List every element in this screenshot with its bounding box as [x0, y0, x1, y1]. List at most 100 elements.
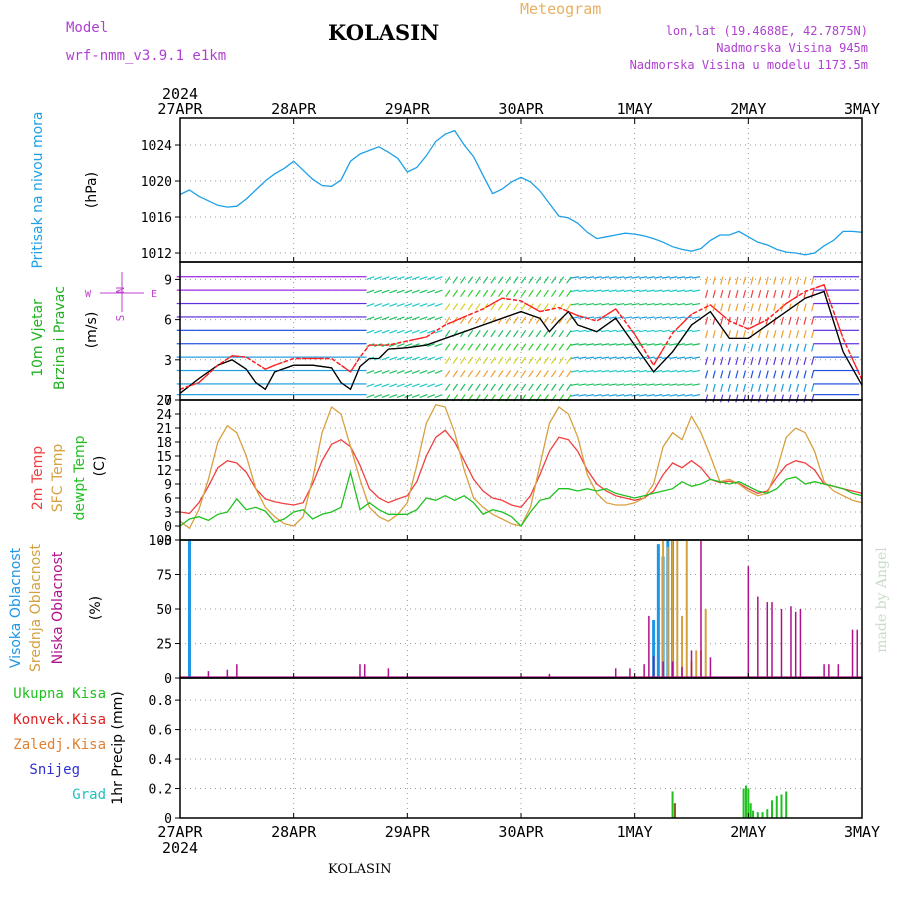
wind-barb [757, 316, 762, 325]
wind-barb [638, 316, 648, 319]
wind-barb [497, 289, 504, 298]
wind-barb [803, 383, 807, 392]
wind-barb [795, 394, 800, 403]
wind-barb [646, 356, 655, 360]
wind-barb [720, 356, 724, 366]
y-tick-label: 24 [156, 408, 172, 423]
wind-barb [788, 343, 792, 352]
wind-barb [788, 383, 792, 392]
wind-barb [566, 370, 572, 378]
wind-barb [593, 356, 602, 360]
wind-barb [765, 289, 769, 299]
bar-niska-oblacnost [236, 664, 238, 678]
wind-barb [757, 383, 762, 392]
wind-barb [676, 289, 685, 293]
wind-barb [404, 316, 413, 321]
wind-barb [712, 276, 716, 285]
wind-barb [601, 394, 610, 397]
wind-barb [676, 394, 685, 397]
wind-barb [638, 276, 648, 279]
y-tick-label: 0 [164, 672, 172, 687]
wind-barb [669, 356, 678, 360]
wind-barb [676, 383, 685, 386]
wind-barb [803, 330, 807, 339]
temp-unit: (C) [92, 456, 108, 477]
wind-barb [720, 289, 724, 299]
bar-ukupna-kisa [752, 810, 755, 818]
bar-niska-oblacnost [837, 664, 840, 678]
wind-barb [520, 356, 527, 365]
wind-barb [490, 303, 496, 311]
wind-barb [788, 276, 792, 285]
wind-barb [585, 343, 595, 346]
wind-barb [704, 370, 709, 379]
bar-niska-oblacnost [671, 661, 674, 678]
wind-barb [558, 289, 565, 298]
y-tick-label: 3 [164, 354, 172, 369]
wind-barb [593, 289, 602, 293]
y-tick-label: 0 [164, 812, 172, 827]
wind-barb [475, 316, 481, 324]
wind-barb [795, 370, 800, 379]
wind-barb [427, 356, 436, 361]
wind-barb [550, 343, 557, 351]
wind-barb [727, 343, 731, 352]
bar-ukupna-kisa [761, 812, 764, 818]
wind-barb [795, 303, 800, 312]
y-tick-label: 3 [164, 506, 172, 521]
watermark: made by Angel [874, 547, 890, 653]
series-line-gust [179, 283, 863, 390]
wind-barb [482, 289, 489, 298]
wind-barb [661, 383, 670, 386]
cloud-mid-ylabel: Srednja Oblacnost [28, 544, 44, 672]
wind-barb [396, 356, 405, 361]
wind-barb [720, 383, 724, 392]
dewpt-ylabel: dewpt Temp [72, 435, 88, 520]
wind-barb [550, 316, 557, 324]
wind-barb [727, 370, 731, 379]
wind-barb [444, 329, 451, 338]
wind-barb [811, 394, 815, 403]
wind-barb [578, 289, 587, 293]
wind-barb [467, 303, 474, 311]
wind-barb [467, 316, 474, 324]
wind-barb [578, 343, 587, 346]
wind-barb [788, 370, 792, 379]
wind-barb [460, 276, 466, 284]
precip-legend-item: Zaledj.Kisa [13, 737, 106, 753]
bar-niska-oblacnost [226, 669, 229, 678]
wind-barb [444, 316, 451, 324]
wind-barb [684, 302, 693, 306]
bar-ukupna-kisa [771, 800, 774, 818]
wind-barb [735, 370, 739, 379]
bar-ukupna-kisa [785, 791, 788, 818]
wind-barb [535, 289, 542, 298]
wind-barb [389, 356, 398, 361]
wind-barb [389, 394, 398, 398]
wind-barb [654, 316, 663, 319]
wind-barb [616, 383, 625, 386]
wind-barb [727, 289, 731, 299]
bar-srednja-oblacnost [695, 650, 698, 678]
wind-barb [419, 369, 428, 374]
wind-barb [374, 394, 382, 398]
bar-ukupna-kisa [780, 794, 783, 818]
wind-barb [404, 329, 413, 334]
wind-barb [374, 343, 382, 348]
wind-barb [735, 276, 739, 285]
wind-barb [490, 383, 496, 391]
wind-barb [623, 316, 632, 319]
x-tick-label-top: 29APR [385, 100, 431, 118]
wind-barb [566, 343, 572, 351]
wind-barb [593, 343, 602, 346]
cloud-high-ylabel: Visoka Oblacnost [8, 547, 24, 668]
wind-barb [396, 289, 405, 294]
wind-barb [566, 383, 572, 391]
wind-barb [704, 343, 709, 352]
wind-barb [780, 370, 784, 379]
wind-barb [411, 289, 420, 294]
series-line-sfc-temp [179, 403, 863, 530]
wind-barb [631, 289, 640, 293]
wind-barb [608, 316, 617, 319]
wind-barb [528, 343, 534, 351]
